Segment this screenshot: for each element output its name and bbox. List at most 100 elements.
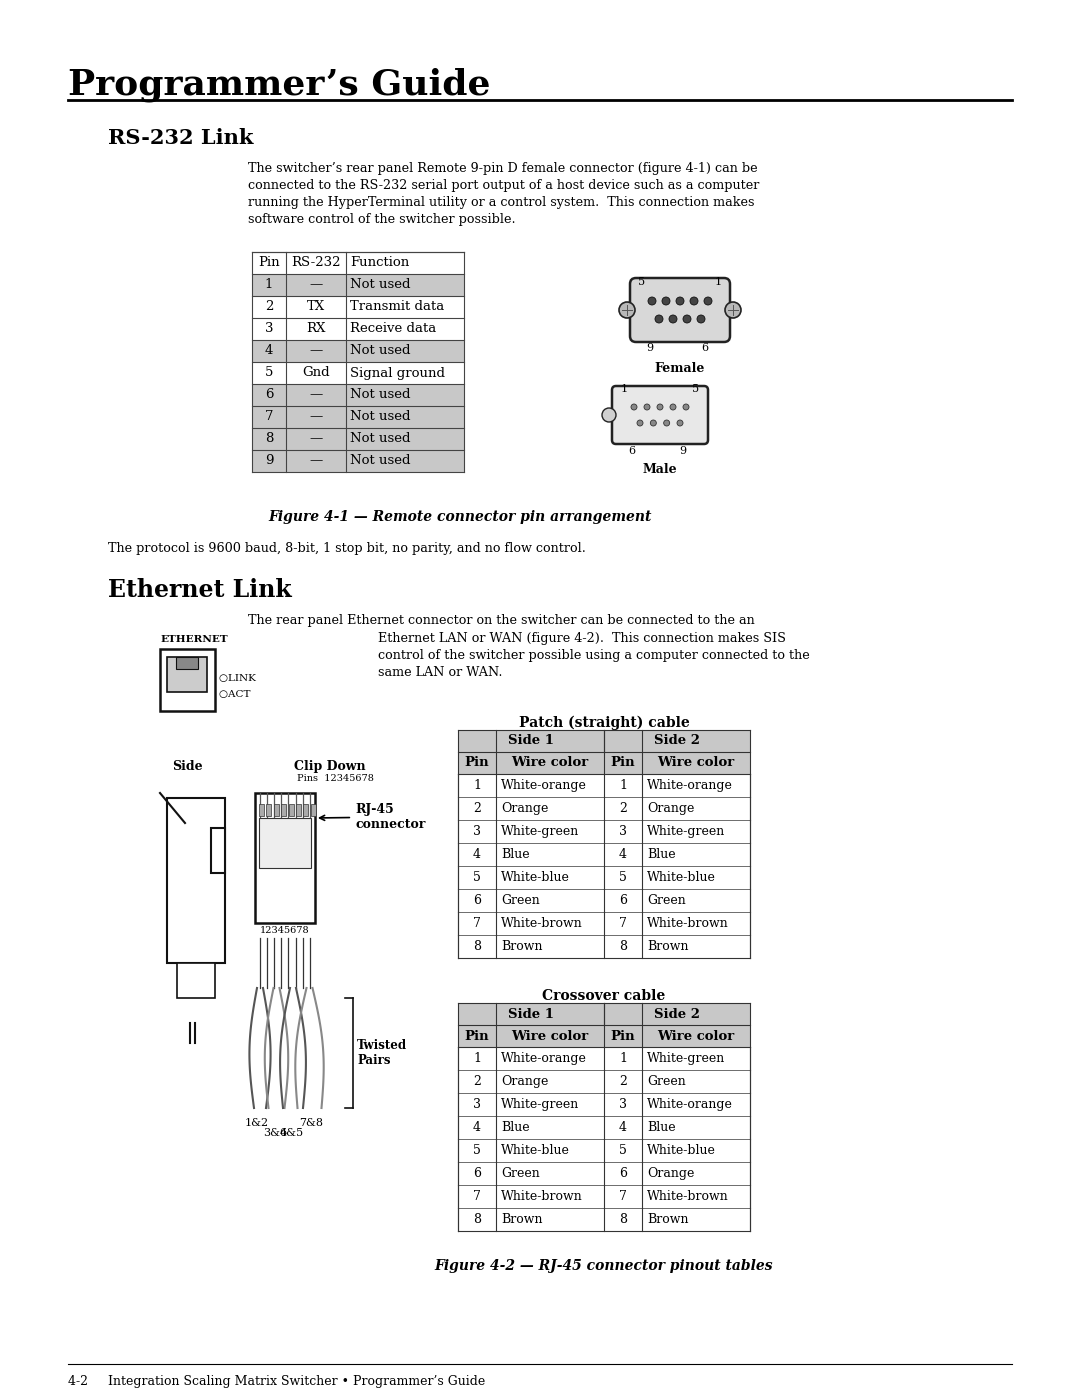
Text: 2: 2	[619, 1076, 626, 1088]
Bar	[267, 805, 271, 816]
Text: 8: 8	[619, 1213, 627, 1227]
Text: Orange: Orange	[501, 802, 549, 814]
Circle shape	[676, 298, 684, 305]
Bar	[288, 805, 294, 816]
Text: Side 1: Side 1	[508, 1007, 554, 1020]
Text: White-blue: White-blue	[647, 870, 716, 884]
Circle shape	[619, 302, 635, 319]
Text: Orange: Orange	[647, 1166, 694, 1180]
Text: White-green: White-green	[647, 1052, 726, 1065]
Bar	[458, 1162, 750, 1185]
Text: Pin: Pin	[610, 1030, 635, 1042]
Text: Figure 4-2 — RJ-45 connector pinout tables: Figure 4-2 — RJ-45 connector pinout tabl…	[435, 1259, 773, 1273]
Circle shape	[631, 404, 637, 409]
Text: Green: Green	[501, 894, 540, 907]
Bar	[167, 798, 225, 963]
Text: 8: 8	[265, 433, 273, 446]
Text: Side 1: Side 1	[508, 735, 554, 747]
Text: —: —	[309, 411, 323, 423]
Text: Orange: Orange	[501, 1076, 549, 1088]
Bar	[252, 384, 464, 407]
Text: Crossover cable: Crossover cable	[542, 989, 665, 1003]
Bar	[167, 657, 207, 692]
Text: 9: 9	[265, 454, 273, 468]
Bar	[252, 407, 464, 427]
Text: Wire color: Wire color	[511, 1030, 589, 1042]
Text: 1&2: 1&2	[245, 1118, 269, 1127]
Circle shape	[657, 404, 663, 409]
Text: 4&5: 4&5	[280, 1127, 305, 1139]
Text: 7: 7	[473, 916, 481, 930]
Circle shape	[670, 404, 676, 409]
Text: —: —	[309, 388, 323, 401]
Text: Brown: Brown	[647, 1213, 689, 1227]
Circle shape	[662, 298, 670, 305]
Text: 6: 6	[473, 894, 481, 907]
Bar	[458, 842, 750, 866]
Bar	[176, 657, 198, 669]
Text: 7: 7	[473, 1190, 481, 1203]
Text: White-blue: White-blue	[647, 1144, 716, 1157]
Text: —: —	[309, 345, 323, 358]
Text: 6: 6	[265, 388, 273, 401]
Text: 4: 4	[619, 1120, 627, 1134]
Text: RS-232: RS-232	[292, 257, 341, 270]
Text: control of the switcher possible using a computer connected to the: control of the switcher possible using a…	[378, 650, 810, 662]
Text: Pin: Pin	[258, 257, 280, 270]
Bar	[458, 888, 750, 912]
Text: 1: 1	[620, 384, 627, 394]
Text: 8: 8	[619, 940, 627, 953]
Text: ○​ACT: ○​ACT	[219, 690, 251, 700]
Text: 5: 5	[692, 384, 700, 394]
Text: White-brown: White-brown	[647, 916, 729, 930]
Text: 9: 9	[647, 344, 653, 353]
Bar	[458, 935, 750, 958]
Text: 8: 8	[473, 1213, 481, 1227]
Text: 7: 7	[619, 916, 626, 930]
Text: The rear panel Ethernet connector on the switcher can be connected to the an: The rear panel Ethernet connector on the…	[248, 615, 755, 627]
Text: White-green: White-green	[501, 1098, 579, 1111]
Text: The protocol is 9600 baud, 8-bit, 1 stop bit, no parity, and no flow control.: The protocol is 9600 baud, 8-bit, 1 stop…	[108, 542, 585, 555]
Text: 1: 1	[715, 277, 721, 286]
Bar	[458, 752, 750, 774]
Text: 4: 4	[619, 848, 627, 861]
Text: 6: 6	[619, 1166, 627, 1180]
Bar	[252, 427, 464, 450]
Text: Clip Down: Clip Down	[294, 760, 366, 773]
Text: White-green: White-green	[501, 826, 579, 838]
Text: 8: 8	[473, 940, 481, 953]
Text: 4: 4	[473, 1120, 481, 1134]
Text: Brown: Brown	[647, 940, 689, 953]
Bar	[458, 912, 750, 935]
Text: 1: 1	[473, 1052, 481, 1065]
Circle shape	[644, 404, 650, 409]
Text: Side 2: Side 2	[654, 1007, 700, 1020]
Text: 7: 7	[265, 411, 273, 423]
Circle shape	[704, 298, 712, 305]
Text: Pin: Pin	[610, 757, 635, 770]
Text: 5: 5	[473, 870, 481, 884]
Text: White-green: White-green	[647, 826, 726, 838]
Text: Transmit data: Transmit data	[350, 300, 444, 313]
Bar	[458, 1070, 750, 1092]
Text: 1: 1	[619, 780, 627, 792]
Bar	[458, 1025, 750, 1046]
Text: 3&6: 3&6	[262, 1127, 287, 1139]
Text: same LAN or WAN.: same LAN or WAN.	[378, 666, 502, 679]
Text: Green: Green	[647, 1076, 686, 1088]
Text: White-orange: White-orange	[501, 780, 586, 792]
Text: 5: 5	[638, 277, 646, 286]
Bar	[252, 450, 464, 472]
Text: 3: 3	[619, 1098, 627, 1111]
Text: Programmer’s Guide: Programmer’s Guide	[68, 68, 490, 102]
Bar	[259, 819, 311, 868]
Bar	[160, 650, 215, 711]
Bar	[303, 805, 309, 816]
Bar	[255, 793, 315, 923]
Text: —: —	[309, 278, 323, 292]
Bar	[252, 274, 464, 296]
Text: Figure 4-1 — Remote connector pin arrangement: Figure 4-1 — Remote connector pin arrang…	[268, 510, 651, 524]
Text: Gnd: Gnd	[302, 366, 329, 380]
Bar	[296, 805, 301, 816]
Text: 1: 1	[619, 1052, 627, 1065]
